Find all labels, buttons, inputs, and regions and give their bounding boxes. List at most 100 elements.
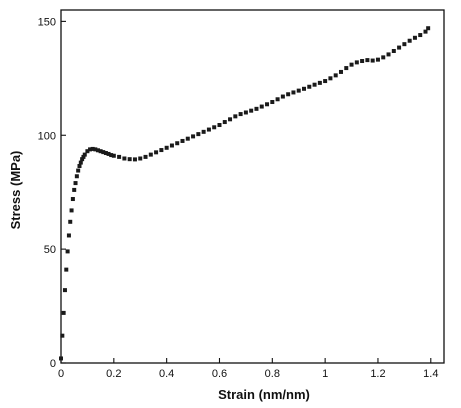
data-point — [106, 151, 111, 156]
data-point — [312, 82, 317, 87]
data-point — [280, 94, 285, 99]
data-point — [243, 110, 248, 115]
data-point — [402, 42, 407, 47]
data-point — [317, 80, 322, 85]
y-axis-title: Stress (MPa) — [8, 151, 23, 230]
data-point — [154, 150, 159, 155]
data-point — [164, 145, 169, 150]
data-point — [103, 151, 108, 156]
x-tick-label: 0.2 — [106, 368, 121, 380]
data-point — [88, 147, 93, 152]
x-tick-label: 1 — [322, 368, 328, 380]
data-point — [323, 79, 328, 84]
y-tick-label: 50 — [44, 244, 56, 256]
data-point — [397, 45, 402, 50]
data-point — [76, 168, 81, 173]
data-point — [80, 157, 85, 162]
data-point — [185, 136, 190, 141]
data-point — [307, 84, 312, 89]
data-point — [127, 157, 132, 162]
data-point — [117, 154, 122, 159]
data-point — [132, 157, 137, 162]
data-point — [354, 60, 359, 65]
y-tick-label: 100 — [38, 130, 56, 142]
data-point — [90, 146, 95, 151]
data-point — [286, 92, 291, 97]
data-point — [159, 148, 164, 153]
data-point — [238, 112, 243, 117]
data-point — [175, 141, 180, 146]
y-tick-label: 150 — [38, 16, 56, 28]
data-point — [68, 219, 73, 224]
data-point — [101, 150, 106, 155]
data-point — [201, 129, 206, 134]
data-point — [333, 73, 338, 78]
data-point — [138, 156, 143, 161]
data-point — [296, 88, 301, 93]
x-tick-label: 0 — [58, 368, 64, 380]
y-axis-ticks: 0 50 100 150 — [38, 16, 66, 370]
data-point — [375, 57, 380, 62]
data-point — [275, 97, 280, 102]
data-point — [98, 149, 103, 154]
data-point — [59, 356, 63, 361]
data-point — [426, 26, 431, 31]
data-point — [66, 233, 71, 238]
data-point — [82, 152, 87, 157]
data-point — [73, 181, 78, 186]
data-point — [93, 147, 98, 152]
data-point — [111, 153, 116, 158]
data-point — [180, 138, 185, 143]
data-point — [206, 127, 211, 132]
data-point — [122, 156, 127, 161]
data-point — [381, 55, 386, 60]
y-tick-label: 0 — [50, 358, 56, 370]
data-point — [391, 48, 396, 53]
data-point — [65, 249, 70, 254]
plot-frame — [60, 9, 445, 364]
data-point — [233, 114, 238, 119]
data-point — [407, 38, 412, 43]
data-point — [61, 310, 66, 315]
x-tick-label: 0.4 — [159, 368, 174, 380]
data-point — [109, 153, 114, 158]
data-point — [74, 174, 79, 179]
data-point — [70, 197, 75, 202]
data-point — [344, 66, 349, 71]
x-axis-ticks: 0 0.2 0.4 0.6 0.8 1 1.2 1.4 — [58, 358, 438, 380]
data-point — [69, 208, 74, 213]
data-point — [302, 86, 307, 91]
x-tick-label: 0.8 — [265, 368, 280, 380]
data-point — [212, 125, 217, 130]
data-point — [143, 154, 148, 159]
x-tick-label: 1.4 — [423, 368, 438, 380]
data-point — [360, 59, 365, 64]
data-point — [217, 123, 222, 128]
data-point — [259, 104, 264, 109]
x-tick-label: 0.6 — [212, 368, 227, 380]
data-point — [95, 148, 100, 153]
data-point — [265, 102, 270, 107]
data-point — [196, 132, 201, 137]
data-point — [222, 120, 227, 125]
data-point — [72, 187, 77, 192]
data-point — [291, 90, 296, 95]
data-point — [85, 149, 90, 154]
data-point — [254, 106, 259, 111]
x-tick-label: 1.2 — [370, 368, 385, 380]
data-point — [62, 288, 67, 293]
data-point — [78, 160, 83, 165]
data-point — [423, 29, 428, 34]
data-point — [169, 143, 174, 148]
data-point — [77, 164, 82, 169]
data-point — [191, 134, 196, 139]
data-point — [412, 35, 417, 40]
data-marks — [59, 26, 431, 361]
data-point — [60, 333, 65, 338]
data-point — [338, 69, 343, 74]
data-point — [228, 117, 233, 122]
data-point — [365, 58, 370, 63]
data-point — [148, 152, 153, 157]
